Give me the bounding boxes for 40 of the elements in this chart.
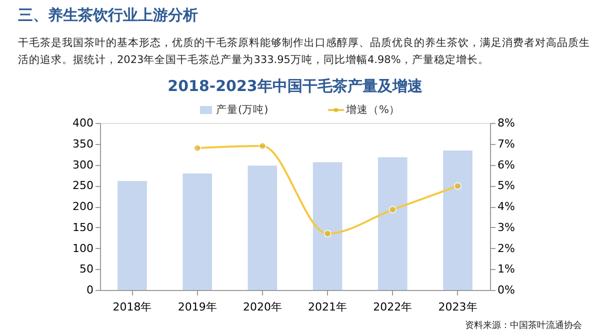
y2-tick-label: 8% xyxy=(498,116,515,130)
point xyxy=(388,206,397,214)
x-tick-label: 2023年 xyxy=(438,300,478,314)
chart-title: 2018-2023年中国干毛茶产量及增速 xyxy=(168,77,424,95)
y-tick-label: 100 xyxy=(72,242,94,255)
bar xyxy=(312,162,342,290)
y-tick-label: 350 xyxy=(72,137,94,150)
bar xyxy=(118,181,147,290)
point xyxy=(258,142,266,150)
chart-subtitle: 干毛茶是我国茶叶的基本形态，优质的干毛茶原料能够制作出口感醇厚、品质优良的养生茶饮，满足消费者对高品质生活的追求。据统计，2023年全国干毛茶总产量为333.95万吨，同比增幅4.98%，产量稳定增长。 xyxy=(18,36,590,66)
y-tick-label: 200 xyxy=(72,200,94,213)
text: 三、养生茶饮行业上游分析 xyxy=(18,6,198,24)
x-tick-label: 2022年 xyxy=(373,300,412,314)
y2-tick-label: 2% xyxy=(498,242,515,255)
bar xyxy=(378,157,408,290)
y2-tick-label: 6% xyxy=(498,158,515,172)
point xyxy=(324,230,332,238)
bar xyxy=(248,166,278,290)
y2-tick-label: 3% xyxy=(498,220,515,234)
point xyxy=(454,182,462,190)
x-tick-label: 2019年 xyxy=(178,300,217,314)
y-tick-label: 0 xyxy=(86,284,94,296)
x-tick-label: 2020年 xyxy=(242,300,282,314)
x-tick-label: 2018年 xyxy=(112,300,152,314)
y-tick-label: 50 xyxy=(80,262,94,276)
legend-label: 产量(万吨) xyxy=(216,103,268,116)
legend-label: 增速（%） xyxy=(345,103,400,116)
x-tick-label: 2021年 xyxy=(308,300,348,314)
y2-tick-label: 1% xyxy=(498,262,515,276)
text: 资料来源：中国茶叶流通协会 xyxy=(465,320,582,331)
y-tick-label: 300 xyxy=(72,158,94,172)
y2-tick-label: 4% xyxy=(498,200,515,213)
y2-tick-label: 7% xyxy=(498,137,515,150)
y2-tick-label: 0% xyxy=(498,284,515,296)
y-tick-label: 250 xyxy=(72,179,94,192)
y-tick-label: 150 xyxy=(72,220,94,234)
y2-tick-label: 5% xyxy=(498,179,515,192)
bar xyxy=(182,174,212,290)
bar xyxy=(443,150,472,290)
y-tick-label: 400 xyxy=(72,116,94,130)
